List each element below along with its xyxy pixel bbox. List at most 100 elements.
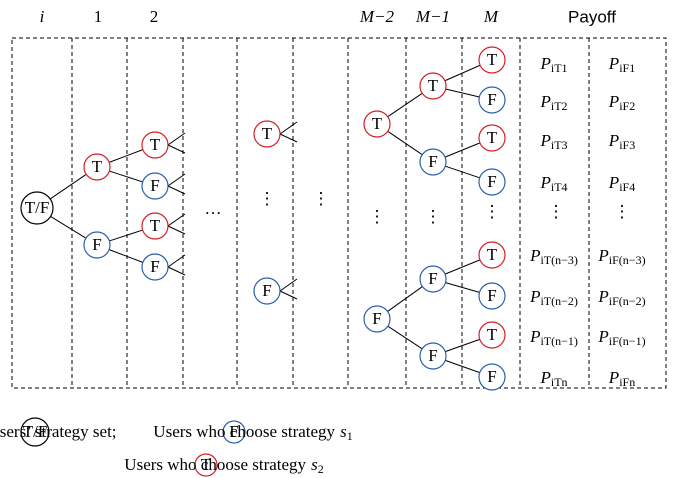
payoff-subscript: iT(n−2) (540, 294, 577, 308)
column-header: 2 (150, 7, 159, 26)
payoff-label: PiF(n−1) (597, 327, 645, 348)
node-label: T (487, 128, 498, 147)
branch-fork (167, 254, 186, 276)
tree-edge (444, 142, 481, 158)
node-label: F (487, 286, 496, 305)
legend-description: Users who choose strategy (124, 455, 306, 474)
tree-edge (109, 229, 143, 242)
payoff-label: PiT(n−2) (529, 287, 578, 308)
node-label: T (262, 124, 273, 143)
column-header: M−2 (359, 7, 395, 26)
node-circle (363, 110, 391, 138)
tree-edge (445, 165, 480, 179)
ellipsis: ⋮ (313, 189, 330, 208)
node-label: T (487, 325, 498, 344)
payoff-symbol: P (539, 131, 550, 150)
column-header: Payoff (568, 7, 616, 26)
legend-subscript: 2 (318, 462, 324, 476)
tree-edge (445, 282, 480, 293)
node-circle (478, 282, 506, 310)
node-label: T/F (23, 422, 48, 441)
legend-variable: s (311, 455, 318, 474)
payoff-label: PiT(n−3) (529, 246, 578, 267)
payoff-subscript: iT(n−1) (540, 334, 577, 348)
node-label: T (428, 76, 439, 95)
node-label: T (487, 50, 498, 69)
node-label: F (487, 367, 496, 386)
payoff-symbol: P (529, 327, 540, 346)
legend-text: Users who choose strategy s1 (153, 422, 352, 443)
column-header: M−1 (415, 7, 450, 26)
node-circle (478, 321, 506, 349)
payoff-symbol: P (529, 246, 540, 265)
node-circle (478, 86, 506, 114)
node-label: T (487, 245, 498, 264)
node-label: F (262, 281, 271, 300)
node-circle (253, 277, 281, 305)
payoff-label: PiT2 (539, 92, 567, 113)
node-label: F (428, 269, 437, 288)
legend-variable: s (340, 422, 347, 441)
node-circle (141, 172, 169, 200)
legend-text: Users who choose strategy s2 (124, 455, 323, 476)
payoff-symbol: P (539, 92, 550, 111)
payoff-label: PiF3 (608, 131, 635, 152)
node-circle (83, 153, 111, 181)
payoff-symbol: P (597, 246, 608, 265)
branch-fork (167, 173, 186, 195)
payoff-symbol: P (597, 327, 608, 346)
node-label: F (372, 309, 381, 328)
node-label: T (372, 114, 383, 133)
payoff-subscript: iT2 (551, 99, 568, 113)
node-circle (478, 168, 506, 196)
payoff-label: PiFn (608, 368, 635, 389)
payoff-subscript: iF(n−3) (609, 253, 646, 267)
legend-description: Users who choose strategy (153, 422, 335, 441)
legend-description: Users’ strategy set; (0, 422, 117, 441)
ellipsis: ⋮ (484, 202, 501, 221)
node-circle (419, 265, 447, 293)
payoff-symbol: P (608, 368, 619, 387)
payoff-symbol: P (608, 92, 619, 111)
payoff-subscript: iF1 (619, 61, 635, 75)
tree-edge (444, 64, 481, 82)
payoff-subscript: iF4 (619, 180, 635, 194)
payoff-label: PiF(n−2) (597, 287, 645, 308)
payoff-subscript: iF(n−2) (609, 294, 646, 308)
node-circle (141, 131, 169, 159)
tree-edge (445, 88, 480, 98)
frame (11, 37, 667, 389)
payoff-symbol: P (539, 368, 550, 387)
node-label: T (201, 455, 212, 474)
node-circle (141, 253, 169, 281)
payoff-symbol: P (597, 287, 608, 306)
payoff-subscript: iT4 (551, 180, 568, 194)
node-circle (419, 72, 447, 100)
payoff-symbol: P (539, 173, 550, 192)
payoff-label: PiTn (539, 368, 567, 389)
payoff-label: PiF(n−3) (597, 246, 645, 267)
node-label: T (150, 135, 161, 154)
node-label: T (150, 216, 161, 235)
payoff-label: PiT1 (539, 54, 567, 75)
branch-fork (279, 278, 298, 300)
node-circle (194, 453, 218, 477)
node-label: F (487, 172, 496, 191)
node-circle (363, 305, 391, 333)
payoff-label: PiF1 (608, 54, 635, 75)
node-label: T (92, 157, 103, 176)
tree-edge (445, 359, 480, 374)
branch-fork (167, 213, 186, 235)
ellipsis: ⋮ (425, 207, 442, 226)
node-circle (20, 417, 50, 447)
node-circle (478, 124, 506, 152)
node-label: F (92, 235, 101, 254)
node-label: F (150, 176, 159, 195)
column-header: 1 (94, 7, 103, 26)
tree-edge (444, 259, 481, 275)
payoff-label: PiF4 (608, 173, 635, 194)
node-circle (419, 342, 447, 370)
tree-edge (387, 286, 423, 312)
tree-edge (109, 170, 143, 183)
